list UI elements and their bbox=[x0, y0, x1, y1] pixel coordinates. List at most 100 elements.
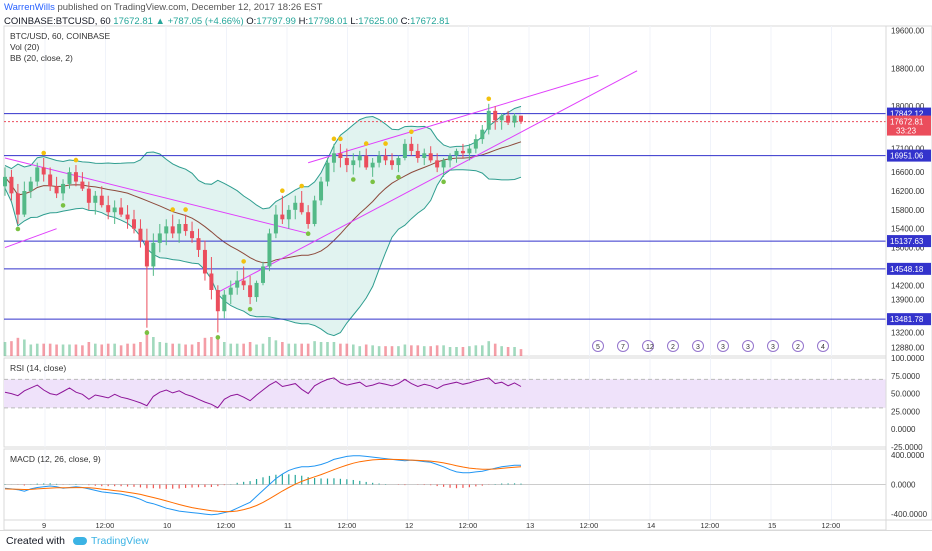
candle-body bbox=[112, 207, 117, 213]
fractal-high-dot bbox=[183, 207, 188, 212]
time-axis-tick: 12:00 bbox=[338, 521, 357, 530]
event-badge-label: 12 bbox=[646, 344, 654, 351]
candle-body bbox=[331, 153, 336, 163]
candle-body bbox=[119, 207, 124, 215]
volume-bar bbox=[397, 346, 400, 356]
price-scale-tick: 14200.00 bbox=[891, 281, 925, 290]
candle-body bbox=[293, 202, 298, 210]
fractal-low-dot bbox=[441, 179, 446, 185]
candle-body bbox=[125, 214, 130, 220]
candle-body bbox=[460, 150, 465, 154]
rsi-legend: RSI (14, close) bbox=[10, 363, 67, 373]
event-badge-label: 7 bbox=[621, 344, 625, 351]
volume-bar bbox=[519, 349, 523, 356]
chart-header: WarrenWills published on TradingView.com… bbox=[4, 2, 450, 27]
candle-body bbox=[402, 143, 407, 158]
candle-body bbox=[35, 167, 40, 182]
volume-bar bbox=[274, 340, 278, 356]
volume-bar bbox=[255, 344, 258, 356]
published-text: published on TradingView.com, December 1… bbox=[54, 2, 323, 13]
fractal-low-dot bbox=[247, 306, 253, 312]
candle-body bbox=[241, 280, 246, 286]
level-price-tag-text: 16951.06 bbox=[890, 152, 924, 161]
candle-body bbox=[183, 224, 188, 232]
macd-line bbox=[4, 455, 521, 516]
candle-body bbox=[377, 155, 382, 163]
candle-body bbox=[286, 209, 291, 220]
candle-body bbox=[396, 158, 401, 166]
time-axis-tick: 12:00 bbox=[459, 521, 478, 530]
volume-bar bbox=[435, 345, 439, 356]
volume-bar bbox=[190, 344, 194, 356]
author-link[interactable]: WarrenWills bbox=[4, 2, 55, 13]
fractal-high-dot bbox=[331, 136, 337, 142]
rsi-scale-tick: 25.0000 bbox=[891, 407, 920, 416]
tradingview-brand[interactable]: TradingView bbox=[90, 535, 149, 547]
chart-canvas[interactable]: 5 7 12 2 3 3 3 3 2 4 19600.00 18800.00 18000.00 17100… bbox=[0, 0, 932, 530]
volume-bar bbox=[68, 344, 71, 356]
volume-bar bbox=[10, 341, 13, 356]
volume-bar bbox=[55, 344, 58, 356]
volume-bar bbox=[293, 343, 297, 356]
countdown-text: 33:23 bbox=[896, 127, 917, 136]
price-scale-tick: 15000.00 bbox=[891, 244, 925, 253]
event-badge-label: 2 bbox=[796, 344, 800, 351]
rsi-scale-tick: 50.0000 bbox=[891, 390, 920, 399]
event-badge-icon bbox=[742, 340, 754, 352]
price-scale-tick: 15800.00 bbox=[891, 206, 925, 215]
candle-body bbox=[415, 150, 420, 158]
event-badge-label: 3 bbox=[696, 344, 700, 351]
candle-body bbox=[132, 219, 136, 229]
fractal-high-dot bbox=[299, 183, 305, 189]
candle-body bbox=[357, 155, 362, 161]
candle-body bbox=[448, 155, 453, 161]
candle-body bbox=[519, 115, 523, 122]
candle-body bbox=[106, 205, 111, 213]
candle-body bbox=[144, 240, 149, 267]
candle-body bbox=[299, 202, 304, 213]
volume-bar bbox=[429, 346, 432, 356]
event-badge-icon bbox=[592, 340, 604, 352]
time-axis-tick: 14 bbox=[647, 521, 655, 530]
time-axis bbox=[3, 519, 887, 530]
high-value: 17798.01 bbox=[308, 16, 348, 27]
volume-bar bbox=[281, 342, 284, 356]
event-badge-label: 4 bbox=[821, 344, 825, 351]
volume-bar bbox=[210, 337, 213, 356]
volume-bar bbox=[48, 343, 52, 356]
volume-bar bbox=[177, 343, 181, 356]
event-badge-icon bbox=[717, 340, 729, 352]
fractal-high-dot bbox=[383, 141, 388, 146]
candle-body bbox=[273, 214, 278, 234]
candle-body bbox=[80, 181, 85, 189]
price-scale-tick: 13200.00 bbox=[891, 328, 925, 337]
event-badge-label: 5 bbox=[596, 344, 600, 351]
time-axis-tick: 12:00 bbox=[217, 521, 236, 530]
fractal-low-dot bbox=[15, 226, 21, 232]
level-price-tag bbox=[887, 313, 931, 326]
volume-bar bbox=[106, 343, 110, 356]
rsi-band bbox=[4, 379, 886, 408]
volume-bar bbox=[377, 346, 381, 356]
candle-body bbox=[48, 174, 53, 187]
volume-bar bbox=[300, 343, 303, 356]
candle-body bbox=[61, 183, 66, 194]
volume-bar bbox=[332, 342, 336, 356]
volume-bar bbox=[390, 346, 394, 356]
time-axis-tick: 15 bbox=[768, 521, 776, 530]
signal-line bbox=[4, 458, 522, 513]
candle-body bbox=[499, 115, 504, 121]
price-scale-tick: 17100.00 bbox=[891, 145, 925, 154]
candle-body bbox=[512, 115, 517, 123]
volume-bar bbox=[74, 344, 78, 356]
volume-bar bbox=[287, 343, 291, 356]
price-scale-tick: 19600.00 bbox=[891, 27, 925, 36]
volume-bar bbox=[16, 337, 20, 356]
volume-bar bbox=[94, 343, 97, 356]
candle-body bbox=[486, 110, 491, 130]
rsi-line bbox=[4, 377, 522, 409]
volume-bar bbox=[345, 343, 349, 356]
volume-bar bbox=[164, 342, 168, 356]
candle-body bbox=[254, 282, 259, 298]
volume-bar bbox=[158, 342, 162, 356]
